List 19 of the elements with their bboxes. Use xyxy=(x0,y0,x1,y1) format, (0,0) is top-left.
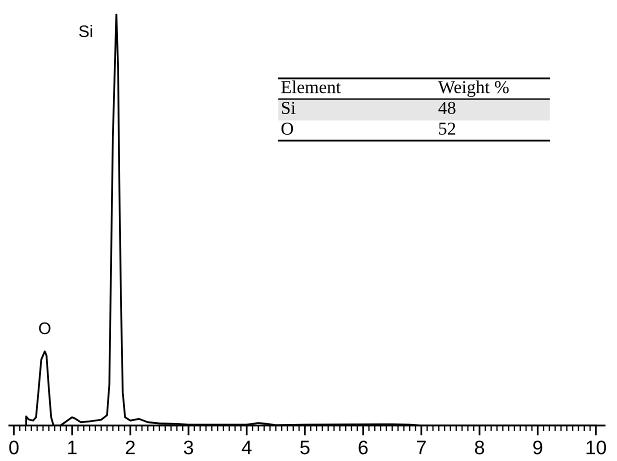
annotation: Si xyxy=(79,24,92,38)
annotation: Element xyxy=(281,80,341,94)
x-tick-label: 6 xyxy=(358,440,368,454)
annotation: 48 xyxy=(438,102,456,114)
x-tick-label: 0 xyxy=(9,440,19,454)
x-tick-label: 1 xyxy=(68,440,77,454)
x-tick-label: 5 xyxy=(300,440,310,454)
x-tick-label: 3 xyxy=(184,440,194,454)
annotation: 52 xyxy=(439,122,456,135)
x-tick-label: 7 xyxy=(416,440,426,454)
annotation: O xyxy=(39,322,50,334)
x-tick-label: 9 xyxy=(533,440,542,454)
x-tick-label: 8 xyxy=(474,440,484,454)
x-tick-label: 2 xyxy=(126,440,135,454)
x-tick-label: 10 xyxy=(586,440,606,454)
annotation: Weight % xyxy=(438,80,509,97)
annotation: Si xyxy=(282,102,296,114)
x-tick-label: 4 xyxy=(242,440,252,454)
annotation: O xyxy=(281,122,294,135)
